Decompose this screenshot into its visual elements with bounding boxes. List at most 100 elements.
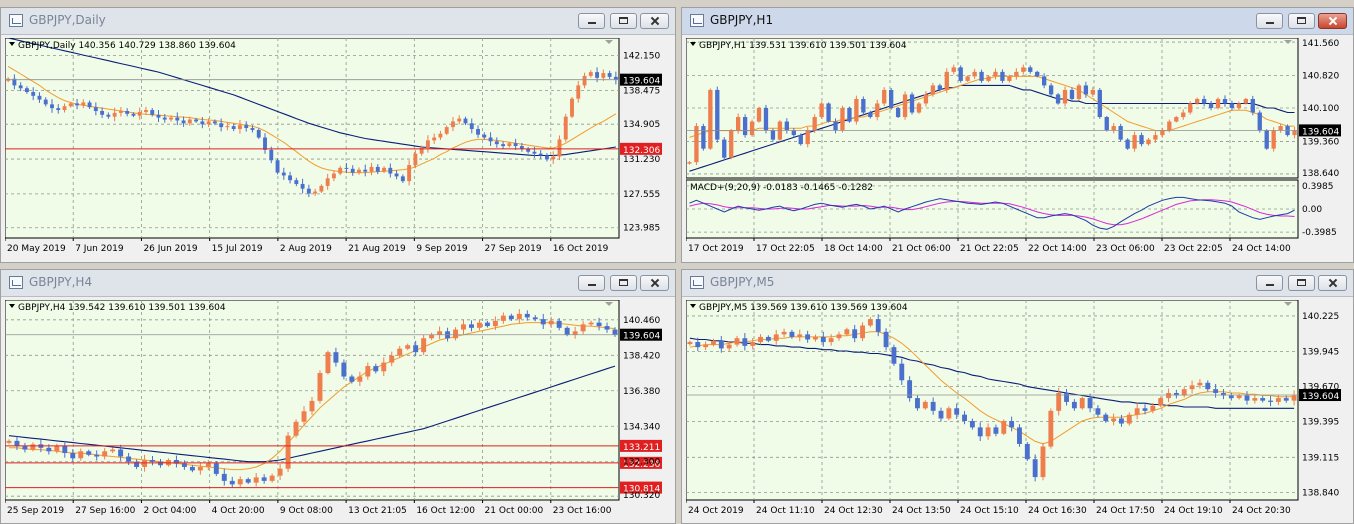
candle: [883, 328, 889, 351]
candle-body: [758, 336, 763, 343]
candle: [281, 167, 286, 180]
close-button[interactable]: [640, 275, 669, 291]
candle-body: [979, 71, 984, 81]
window-titlebar[interactable]: GBPJPY,H4: [1, 270, 675, 297]
candle-body: [1069, 89, 1075, 99]
candle-body: [1132, 135, 1137, 149]
chart-window-daily[interactable]: GBPJPY,Daily 132.306 142.150 138.475 134.90…: [0, 7, 676, 263]
price-chart[interactable]: 132.306 142.150 138.475 134.905 131.230 127.5…: [5, 38, 671, 258]
candle-body: [1278, 126, 1283, 131]
candle: [381, 357, 387, 376]
candle: [1119, 414, 1124, 427]
candle: [1208, 100, 1214, 111]
candle-body: [852, 329, 858, 339]
candle-body: [112, 112, 117, 117]
candle-body: [1150, 405, 1156, 411]
candle-body: [338, 167, 343, 174]
maximize-button[interactable]: [1288, 13, 1315, 29]
close-button[interactable]: [1318, 275, 1347, 291]
candle: [43, 97, 48, 107]
level-price-tag: [620, 456, 662, 469]
candle: [588, 70, 593, 78]
candle: [253, 472, 259, 487]
candle-body: [532, 317, 538, 320]
candle-body: [463, 118, 468, 124]
candle: [601, 69, 606, 82]
candle-body: [1181, 112, 1186, 118]
candle: [1125, 138, 1130, 150]
x-axis-tick-label: 24 Oct 11:10: [756, 506, 815, 516]
candle-body: [993, 427, 999, 434]
maximize-button[interactable]: [1288, 275, 1315, 291]
candle-body: [703, 344, 709, 348]
candle: [1007, 74, 1012, 83]
level-price-tag: [620, 142, 662, 155]
y-axis-tick-label: 132.300: [623, 458, 660, 468]
candle-body: [882, 89, 887, 104]
minimize-button[interactable]: [578, 275, 605, 291]
candle: [62, 440, 68, 458]
candle-body: [1205, 382, 1211, 390]
price-chart[interactable]: 141.560 140.820 140.100 139.360 138.640 139.6…: [686, 38, 1350, 258]
candle: [607, 70, 612, 80]
candle-body: [805, 130, 810, 145]
chart-window-m5[interactable]: GBPJPY,M5 140.225 139.945 139.670 139.395 13…: [681, 269, 1354, 524]
window-titlebar[interactable]: GBPJPY,H1: [682, 8, 1353, 35]
candle-body: [81, 102, 86, 106]
minimize-button[interactable]: [578, 13, 605, 29]
candle: [100, 107, 105, 119]
candle-body: [363, 169, 368, 172]
candle-body: [1035, 71, 1040, 77]
maximize-button[interactable]: [610, 275, 637, 291]
candle: [397, 345, 403, 359]
candle: [269, 146, 274, 164]
close-button[interactable]: [640, 13, 669, 29]
candle: [1079, 396, 1085, 410]
candle-body: [962, 414, 967, 422]
candle: [930, 397, 936, 415]
candle: [293, 419, 299, 438]
candle: [206, 118, 211, 128]
maximize-button[interactable]: [610, 13, 637, 29]
price-chart[interactable]: 140.225 139.945 139.670 139.395 139.115 138.8…: [686, 300, 1350, 520]
candle: [288, 171, 293, 184]
candle: [582, 72, 587, 89]
candle: [985, 423, 991, 440]
candle-body: [1111, 126, 1116, 131]
candle-body: [344, 167, 349, 169]
candle: [1048, 83, 1054, 97]
candle-body: [1167, 121, 1172, 131]
candle: [413, 340, 419, 357]
candle: [256, 128, 261, 139]
candle: [1064, 388, 1069, 406]
y-axis-tick-label: 123.985: [623, 224, 660, 234]
window-titlebar[interactable]: GBPJPY,M5: [682, 270, 1353, 297]
candle: [556, 318, 562, 331]
candle-body: [261, 477, 267, 481]
candle: [369, 162, 374, 176]
chart-window-h4[interactable]: GBPJPY,H4 133.211 132.236 130.814 140.460 13…: [0, 269, 676, 524]
candle-body: [972, 71, 977, 77]
window-titlebar[interactable]: GBPJPY,Daily: [1, 8, 675, 35]
candle-body: [206, 121, 211, 125]
candle: [134, 459, 140, 470]
candle-body: [231, 126, 236, 129]
candle-body: [93, 107, 98, 111]
candle-body: [726, 344, 732, 349]
minimize-button[interactable]: [1256, 13, 1283, 29]
candle-body: [142, 460, 148, 467]
candle-body: [588, 322, 594, 325]
candle-body: [306, 188, 311, 194]
close-button[interactable]: [1318, 13, 1347, 29]
candle-body: [102, 451, 108, 457]
minimize-button[interactable]: [1256, 275, 1283, 291]
price-chart[interactable]: 133.211 132.236 130.814 140.460 138.420 136.3…: [5, 300, 671, 520]
candle: [828, 334, 834, 346]
candle: [212, 119, 217, 126]
candle: [1271, 127, 1276, 152]
candle: [840, 105, 845, 133]
candle-body: [437, 331, 443, 335]
candle: [1042, 73, 1047, 89]
chart-window-h1[interactable]: GBPJPY,H1 141.560 140.820 140.100 139.360 13…: [681, 7, 1354, 263]
candle-body: [582, 75, 587, 86]
